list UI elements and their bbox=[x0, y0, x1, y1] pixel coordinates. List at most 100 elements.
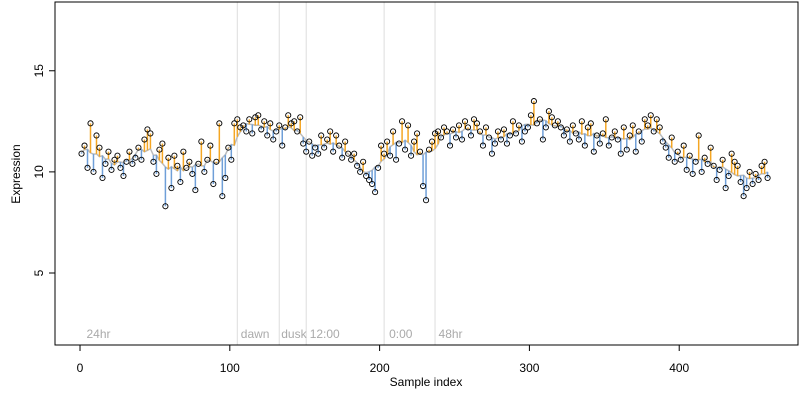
point bbox=[716, 166, 723, 173]
point bbox=[605, 142, 612, 149]
point bbox=[719, 156, 726, 163]
point bbox=[698, 168, 705, 175]
point bbox=[524, 124, 531, 131]
x-tick-label: 300 bbox=[519, 361, 539, 375]
point bbox=[363, 172, 370, 179]
annotation: dawn bbox=[241, 327, 270, 341]
point bbox=[345, 150, 352, 157]
point bbox=[423, 197, 430, 204]
point bbox=[267, 120, 274, 127]
point bbox=[162, 203, 169, 210]
point bbox=[737, 178, 744, 186]
point bbox=[704, 160, 711, 167]
point bbox=[405, 122, 412, 129]
point bbox=[740, 193, 747, 200]
point bbox=[324, 136, 331, 143]
point bbox=[662, 144, 669, 151]
point bbox=[437, 134, 445, 141]
point bbox=[168, 185, 175, 192]
point bbox=[746, 168, 753, 175]
point bbox=[96, 144, 103, 151]
point bbox=[366, 176, 373, 184]
point bbox=[560, 132, 567, 139]
point bbox=[593, 132, 600, 139]
point bbox=[165, 154, 172, 161]
point bbox=[117, 164, 124, 171]
point bbox=[566, 138, 573, 145]
point bbox=[399, 118, 406, 125]
y-tick-label: 10 bbox=[32, 165, 46, 179]
point bbox=[452, 134, 460, 141]
point bbox=[321, 144, 328, 151]
point bbox=[761, 158, 768, 165]
point bbox=[584, 124, 591, 131]
point bbox=[620, 124, 627, 131]
annotation: 24hr bbox=[87, 327, 111, 341]
point bbox=[132, 154, 139, 161]
point bbox=[180, 148, 187, 155]
point bbox=[443, 128, 451, 135]
point bbox=[434, 128, 442, 135]
x-tick-label: 100 bbox=[220, 361, 240, 375]
point bbox=[506, 132, 513, 139]
point bbox=[342, 138, 349, 145]
point bbox=[306, 138, 313, 145]
point bbox=[318, 132, 325, 139]
point bbox=[309, 152, 316, 159]
point bbox=[291, 118, 298, 125]
annotation: 0:00 bbox=[389, 327, 413, 341]
point bbox=[159, 140, 166, 147]
point bbox=[647, 112, 654, 119]
point bbox=[198, 138, 205, 145]
point bbox=[578, 118, 585, 125]
point bbox=[629, 122, 636, 129]
point bbox=[449, 126, 457, 133]
point bbox=[494, 128, 502, 135]
point bbox=[147, 130, 154, 137]
point bbox=[312, 144, 319, 151]
point bbox=[381, 150, 388, 157]
point bbox=[752, 170, 759, 177]
point bbox=[590, 148, 597, 155]
point bbox=[482, 124, 490, 131]
point bbox=[530, 98, 537, 105]
point bbox=[264, 132, 271, 139]
point bbox=[141, 136, 148, 143]
point bbox=[551, 122, 558, 129]
point bbox=[84, 164, 91, 171]
point bbox=[539, 136, 546, 143]
point bbox=[641, 116, 648, 123]
point bbox=[611, 128, 618, 135]
point bbox=[473, 120, 481, 127]
point bbox=[461, 118, 469, 125]
point bbox=[195, 160, 202, 167]
point bbox=[144, 126, 151, 133]
point bbox=[518, 138, 525, 145]
point bbox=[710, 162, 717, 169]
point bbox=[102, 160, 109, 167]
point bbox=[138, 156, 145, 163]
point bbox=[572, 130, 579, 137]
point bbox=[81, 142, 88, 149]
point bbox=[210, 180, 217, 188]
point bbox=[252, 114, 259, 121]
point bbox=[626, 132, 633, 139]
point bbox=[276, 122, 283, 129]
point bbox=[479, 142, 487, 149]
point bbox=[351, 150, 358, 157]
point bbox=[455, 122, 463, 129]
point bbox=[533, 120, 540, 127]
point bbox=[632, 148, 639, 155]
point bbox=[653, 116, 660, 123]
point bbox=[542, 124, 549, 131]
point bbox=[476, 128, 484, 135]
point bbox=[357, 168, 364, 175]
annotation: dusk bbox=[281, 327, 307, 341]
point bbox=[701, 154, 708, 161]
point bbox=[354, 162, 361, 169]
point bbox=[408, 152, 415, 159]
point bbox=[393, 156, 400, 163]
point bbox=[111, 156, 118, 163]
point bbox=[120, 172, 127, 179]
